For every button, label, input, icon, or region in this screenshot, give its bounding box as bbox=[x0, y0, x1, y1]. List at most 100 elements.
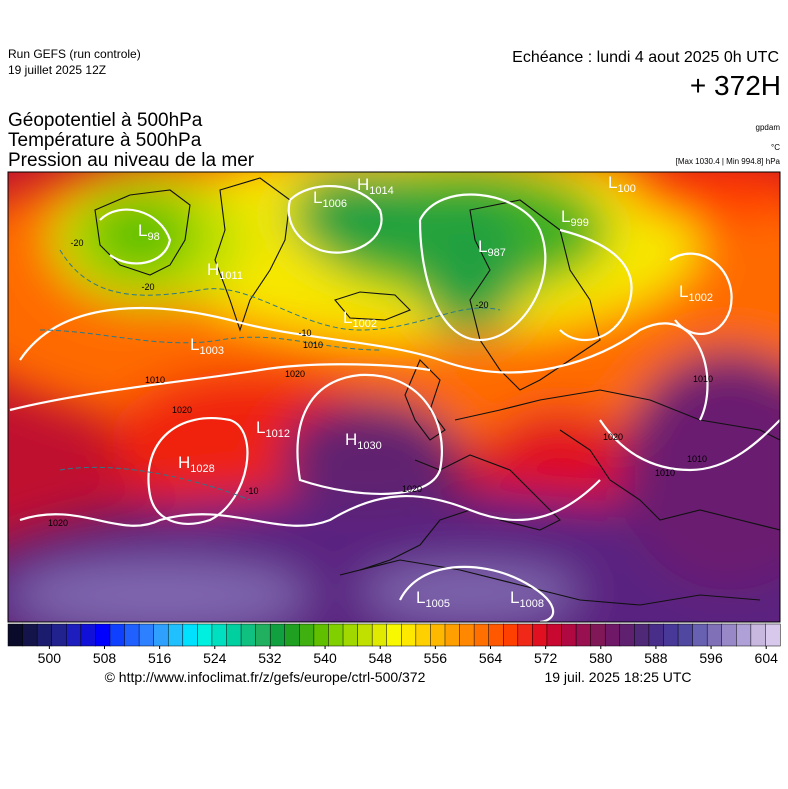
unit-temperature: °C bbox=[771, 143, 780, 152]
center-letter: L bbox=[343, 308, 352, 327]
center-letter: L bbox=[138, 221, 147, 240]
colorbar-swatch bbox=[575, 623, 592, 647]
colorbar-swatch bbox=[532, 623, 548, 647]
colorbar-swatch bbox=[124, 623, 140, 647]
center-letter: L bbox=[313, 188, 322, 207]
isobar-label: 1020 bbox=[603, 432, 623, 442]
colorbar-swatch bbox=[444, 623, 461, 647]
center-value: 1002 bbox=[352, 318, 376, 330]
colorbar-swatch bbox=[36, 623, 53, 647]
colorbar-swatch bbox=[415, 623, 431, 647]
pressure-center: L1012 bbox=[256, 418, 290, 440]
colorbar-tick-label: 588 bbox=[644, 650, 668, 666]
pressure-center: H1030 bbox=[345, 430, 382, 452]
colorbar-swatch bbox=[561, 623, 577, 647]
colorbar-swatch bbox=[663, 623, 679, 647]
center-letter: H bbox=[357, 175, 369, 194]
isotherm-label: -20 bbox=[141, 282, 154, 292]
colorbar-swatch bbox=[546, 623, 563, 647]
colorbar-tick-label: 524 bbox=[203, 650, 227, 666]
center-value: 100 bbox=[617, 183, 635, 195]
colorbar-swatch bbox=[95, 623, 111, 647]
isotherms bbox=[39, 249, 501, 501]
colorbar-tick-label: 548 bbox=[369, 650, 393, 666]
colorbar-swatch bbox=[706, 623, 723, 647]
colorbar-swatch bbox=[313, 623, 330, 647]
isotherm-label: -20 bbox=[70, 238, 83, 248]
center-value: 1014 bbox=[369, 185, 393, 197]
colorbar-swatch bbox=[299, 623, 315, 647]
colorbar-swatch bbox=[284, 623, 300, 647]
isobar-label: 1010 bbox=[655, 468, 675, 478]
colorbar-swatch bbox=[269, 623, 286, 647]
colorbar-swatch bbox=[51, 623, 67, 647]
map: H1014L1006L98H1011L987L999L100L1002L1002… bbox=[8, 172, 780, 622]
colorbar-tick-label: 564 bbox=[479, 650, 503, 666]
isobar-label: 1020 bbox=[402, 484, 422, 494]
center-value: 1006 bbox=[322, 198, 346, 210]
pressure-center: L1002 bbox=[679, 282, 713, 304]
center-value: 987 bbox=[487, 247, 505, 259]
center-letter: L bbox=[608, 173, 617, 192]
colorbar-tick-label: 540 bbox=[313, 650, 337, 666]
colorbar-swatch bbox=[342, 623, 359, 647]
lead-time: + 372H bbox=[690, 70, 781, 101]
run-date: 19 juillet 2025 12Z bbox=[8, 63, 106, 77]
isobar-label: 1020 bbox=[285, 369, 305, 379]
map-frame bbox=[7, 171, 781, 623]
echeance: Echéance : lundi 4 aout 2025 0h UTC bbox=[512, 49, 779, 66]
colorbar-swatch bbox=[371, 623, 388, 647]
colorbar-swatch bbox=[765, 623, 781, 647]
isobar-label: 1020 bbox=[48, 518, 68, 528]
colorbar-swatch bbox=[66, 623, 82, 647]
colorbar-swatch bbox=[357, 623, 373, 647]
title-temperature: Température à 500hPa bbox=[8, 130, 202, 151]
colorbar-swatch bbox=[488, 623, 504, 647]
isobars bbox=[9, 184, 780, 622]
isotherm-label: -10 bbox=[245, 486, 258, 496]
center-letter: L bbox=[478, 237, 487, 256]
colorbar-swatch bbox=[634, 623, 650, 647]
colorbar-swatch bbox=[240, 623, 257, 647]
pressure-extremes: [Max 1030.4 | Min 994.8] hPa bbox=[676, 157, 781, 166]
center-value: 1002 bbox=[688, 292, 712, 304]
title-geopotential: Géopotentiel à 500hPa bbox=[8, 110, 203, 131]
pressure-center: H1014 bbox=[357, 175, 394, 197]
colorbar-swatch bbox=[517, 623, 533, 647]
colorbar-swatch bbox=[138, 623, 155, 647]
colorbar-swatch bbox=[255, 623, 271, 647]
center-letter: H bbox=[207, 260, 219, 279]
colorbar-swatch bbox=[109, 623, 126, 647]
pressure-center: L98 bbox=[138, 221, 160, 243]
center-value: 1005 bbox=[425, 598, 449, 610]
colorbar-swatch bbox=[590, 623, 606, 647]
pressure-center: H1011 bbox=[207, 260, 243, 282]
colorbar-swatch bbox=[401, 623, 417, 647]
colorbar-swatch bbox=[211, 623, 228, 647]
generated-time: 19 juil. 2025 18:25 UTC bbox=[544, 669, 691, 685]
center-value: 1003 bbox=[199, 345, 223, 357]
pressure-center: L999 bbox=[561, 207, 589, 229]
colorbar-tick-label: 516 bbox=[148, 650, 172, 666]
center-letter: L bbox=[256, 418, 265, 437]
colorbar-tick-label: 556 bbox=[424, 650, 448, 666]
isobar-label: 1010 bbox=[303, 340, 323, 350]
colorbar-swatch bbox=[167, 623, 184, 647]
colorbar-swatch bbox=[604, 623, 621, 647]
source-url: © http://www.infoclimat.fr/z/gefs/europe… bbox=[105, 669, 426, 685]
pressure-center: H1028 bbox=[178, 453, 215, 475]
colorbar-tick-label: 596 bbox=[699, 650, 723, 666]
center-letter: L bbox=[190, 335, 199, 354]
isotherm-label: -10 bbox=[298, 328, 311, 338]
colorbar-swatch bbox=[459, 623, 475, 647]
center-value: 1008 bbox=[519, 598, 543, 610]
center-letter: L bbox=[510, 588, 519, 607]
colorbar-swatch bbox=[502, 623, 519, 647]
colorbar-swatch bbox=[736, 623, 752, 647]
center-letter: L bbox=[679, 282, 688, 301]
colorbar: 500 508 516 524 532 540 548 556 564 572 580 588 596 6… bbox=[7, 623, 781, 666]
colorbar-swatch bbox=[648, 623, 665, 647]
isobar-labels: 1010 1020 1010 1020 1010 1020 1010 1010 1020 1020… bbox=[48, 238, 713, 528]
colorbar-swatch bbox=[721, 623, 737, 647]
colorbar-swatch bbox=[226, 623, 242, 647]
